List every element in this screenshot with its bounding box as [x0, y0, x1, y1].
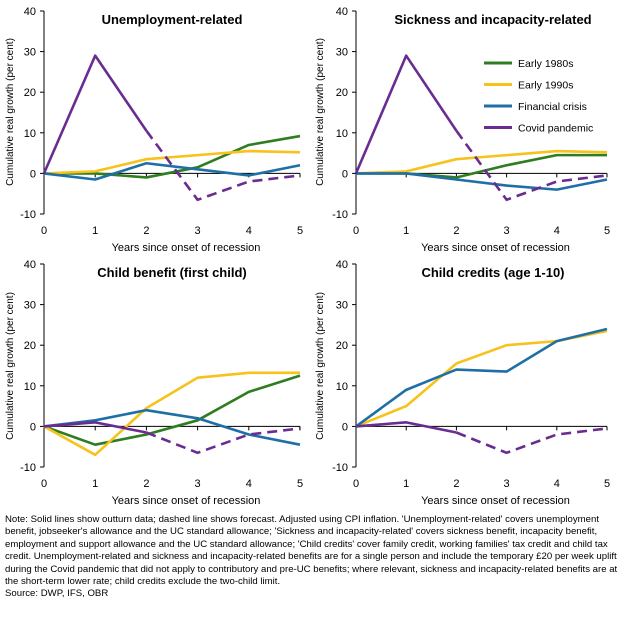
series-line-financial-crisis: [43, 408, 301, 446]
x-axis-label: Years since onset of recession: [112, 495, 261, 507]
x-tick-label: 4: [246, 478, 252, 490]
y-tick-label: 0: [30, 168, 36, 180]
chart-legend: Early 1980s Early 1990s Financial crisis Co…: [484, 58, 593, 135]
chart-panel-2: -10 0 10 20 30 40 0 1 2 3 4 5 Years since onset of r…: [315, 6, 610, 254]
y-tick-label: 30: [336, 300, 348, 312]
y-tick-label: -10: [20, 462, 36, 474]
x-axis-label: Years since onset of recession: [421, 495, 570, 507]
x-tick-label: 2: [453, 478, 459, 490]
chart-title: Child credits (age 1-10): [421, 265, 564, 280]
legend-label-early-1990s: Early 1990s: [518, 80, 573, 92]
source-text: Source: DWP, IFS, OBR: [5, 588, 109, 600]
y-tick-label: 40: [336, 6, 348, 18]
x-tick-label: 2: [143, 478, 149, 490]
series-line-early-1990s: [355, 149, 608, 175]
chart-note: Note: Solid lines show outturn data; das…: [5, 514, 623, 601]
y-tick-label: 10: [24, 381, 36, 393]
y-tick-label: 40: [24, 6, 36, 18]
y-tick-label: -10: [20, 209, 36, 221]
x-tick-label: 0: [353, 225, 359, 237]
series-forecast-line-covid-pandemic: [455, 427, 608, 455]
series-line-early-1990s: [43, 149, 301, 175]
x-tick-label: 1: [403, 225, 409, 237]
x-tick-label: 2: [453, 225, 459, 237]
series-forecast-line-covid-pandemic: [455, 130, 608, 202]
x-tick-label: 5: [604, 478, 610, 490]
series-line-covid-pandemic: [355, 421, 457, 434]
series-line-covid-pandemic: [43, 421, 147, 434]
x-tick-label: 0: [353, 478, 359, 490]
y-axis-label: Cumulative real growth (per cent): [5, 38, 16, 186]
y-tick-label: 20: [24, 87, 36, 99]
series-line-financial-crisis: [356, 172, 608, 191]
chart-title: Unemployment-related: [102, 12, 243, 27]
series-line-early-1980s: [43, 374, 301, 446]
x-tick-label: 4: [554, 225, 560, 237]
x-axis-label: Years since onset of recession: [112, 242, 261, 254]
x-tick-label: 1: [92, 478, 98, 490]
y-tick-label: 10: [336, 381, 348, 393]
x-axis-label: Years since onset of recession: [421, 242, 570, 254]
x-tick-label: 1: [403, 478, 409, 490]
series-forecast-line-covid-pandemic: [145, 427, 301, 455]
y-tick-label: -10: [332, 462, 348, 474]
x-tick-label: 3: [195, 225, 201, 237]
series-line-early-1980s: [44, 134, 301, 179]
series-line-financial-crisis: [355, 327, 608, 428]
y-tick-label: 0: [342, 168, 348, 180]
series-forecast-line-covid-pandemic: [145, 129, 301, 202]
y-tick-label: 30: [24, 300, 36, 312]
series-line-covid-pandemic: [42, 54, 148, 174]
y-tick-label: 40: [336, 259, 348, 271]
chart-title: Child benefit (first child): [97, 265, 247, 280]
y-tick-label: 10: [336, 128, 348, 140]
x-tick-label: 5: [604, 225, 610, 237]
x-tick-label: 1: [92, 225, 98, 237]
legend-label-financial-crisis: Financial crisis: [518, 101, 587, 113]
series-line-financial-crisis: [43, 161, 301, 181]
series-line-covid-pandemic: [354, 54, 458, 174]
y-tick-label: 0: [342, 421, 348, 433]
chart-panel-3: -10 0 10 20 30 40 0 1 2 3 4 5 Years since onset of r…: [5, 259, 303, 507]
note-text: Note: Solid lines show outturn data; das…: [5, 514, 618, 588]
x-tick-label: 0: [41, 478, 47, 490]
legend-label-early-1980s: Early 1980s: [518, 58, 573, 70]
y-tick-label: 10: [24, 128, 36, 140]
y-axis-label: Cumulative real growth (per cent): [315, 38, 326, 186]
series-line-early-1990s: [355, 329, 608, 428]
legend-label-covid-pandemic: Covid pandemic: [518, 123, 593, 135]
x-tick-label: 3: [504, 225, 510, 237]
chart-panel-4: -10 0 10 20 30 40 0 1 2 3 4 5 Years since onset of r…: [315, 259, 610, 507]
x-tick-label: 4: [554, 478, 560, 490]
y-tick-label: 30: [24, 47, 36, 59]
x-tick-label: 5: [297, 225, 303, 237]
y-axis-label: Cumulative real growth (per cent): [5, 292, 16, 440]
y-axis-label: Cumulative real growth (per cent): [315, 292, 326, 440]
x-tick-label: 2: [143, 225, 149, 237]
y-tick-label: -10: [332, 209, 348, 221]
y-tick-label: 20: [336, 340, 348, 352]
series-line-early-1990s: [43, 371, 300, 457]
x-tick-label: 3: [504, 478, 510, 490]
y-tick-label: 30: [336, 47, 348, 59]
x-tick-label: 3: [195, 478, 201, 490]
chart-title: Sickness and incapacity-related: [394, 12, 591, 27]
y-tick-label: 0: [30, 421, 36, 433]
y-tick-label: 40: [24, 259, 36, 271]
x-tick-label: 4: [246, 225, 252, 237]
y-tick-label: 20: [24, 340, 36, 352]
chart-panel-1: -10 0 10 20 30 40 0 1 2 3 4 5 Years since onset of r…: [5, 6, 303, 254]
y-tick-label: 20: [336, 87, 348, 99]
x-tick-label: 5: [297, 478, 303, 490]
x-tick-label: 0: [41, 225, 47, 237]
